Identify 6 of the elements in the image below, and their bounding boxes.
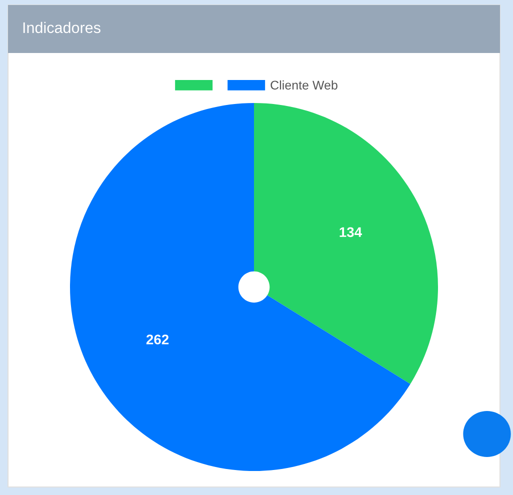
pie-slice bbox=[254, 103, 438, 384]
data-label: 262 bbox=[146, 334, 169, 344]
chart-title: Indicadores bbox=[23, 22, 100, 34]
legend-label: Cliente Web bbox=[270, 80, 338, 90]
data-label: 134 bbox=[340, 227, 362, 238]
pie-slice bbox=[70, 103, 410, 471]
